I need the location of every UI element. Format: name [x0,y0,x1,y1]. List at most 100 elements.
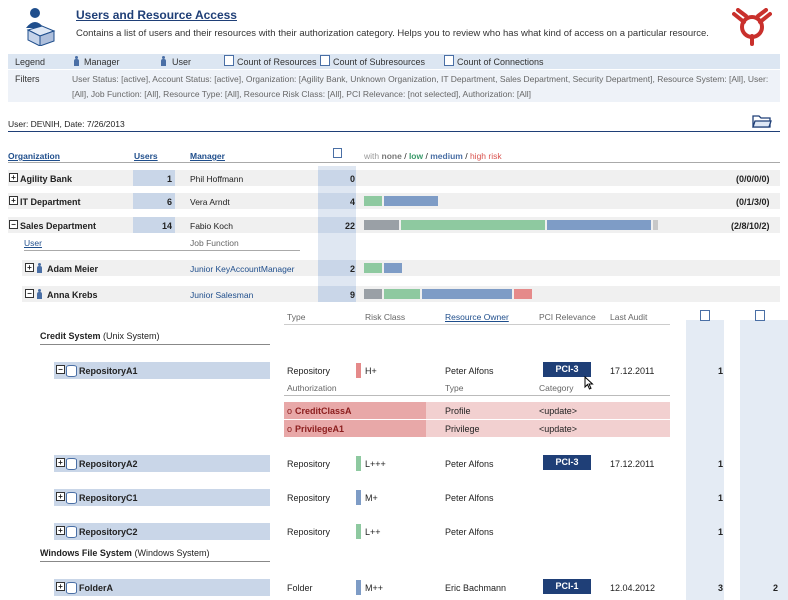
expand-icon[interactable]: + [56,492,65,501]
auth-name-cell [284,420,426,437]
auth-type: Privilege [445,424,480,434]
resource-audit: 17.12.2011 [610,366,655,376]
connection-count-icon [444,55,454,66]
legend-connections: Count of Connections [457,57,544,67]
resource-risk: L++ [365,527,381,537]
brand-logo-icon [732,8,772,46]
mouse-cursor-icon [584,375,594,390]
system-kind: (Windows System) [134,548,210,558]
org-count-cell [318,193,356,209]
resource-risk: H+ [365,366,377,376]
resource-name: RepositoryA1 [79,366,138,376]
manager-icon [74,56,79,66]
resource-row-repositorya1[interactable] [54,362,270,379]
org-risk-summary: (0/0/0/0) [736,174,770,184]
expand-icon[interactable]: + [25,263,34,272]
repository-icon [66,526,77,538]
col-users[interactable]: Users [134,151,158,161]
org-risk-summary: (0/1/3/0) [736,197,770,207]
auth-bullet-icon: o [287,406,293,416]
risk-class-marker [356,524,361,539]
resource-owner: Peter Alfons [445,493,494,503]
org-manager: Fabio Koch [190,221,233,231]
auth-name: PrivilegeA1 [295,424,345,434]
legend-user: User [172,57,192,67]
resource-name: FolderA [79,583,114,593]
resource-type: Repository [287,459,331,469]
resource-type: Folder [287,583,313,593]
user-count-cell [318,286,356,302]
pci-badge: PCI-3 [543,455,591,470]
auth-bullet-icon: o [287,424,293,434]
resource-row-repositoryc2[interactable] [54,523,270,540]
risk-bar-low [401,220,545,230]
org-count-cell [318,170,356,186]
resource-row-repositorya2[interactable] [54,455,270,472]
collapse-icon[interactable]: − [9,220,18,229]
org-count-cell [318,217,356,233]
col-risk-class: Risk Class [365,312,406,322]
collapse-icon[interactable]: − [25,289,34,298]
open-folder-icon[interactable] [752,113,772,129]
col-last-audit: Last Audit [610,312,648,322]
expand-icon[interactable]: + [9,196,18,205]
legend-manager: Manager [84,57,120,67]
resource-count-header-icon [755,310,765,321]
resource-row-repositoryc1[interactable] [54,489,270,506]
org-users-cell [133,217,175,233]
repository-icon [66,458,77,470]
risk-sep-2: / [425,151,428,161]
legend-subresources: Count of Subresources [333,57,426,67]
resource-name: RepositoryC1 [79,493,138,503]
expand-icon[interactable]: + [56,458,65,467]
org-users-cell [133,193,175,209]
count-column-bg [686,320,724,600]
page-title[interactable]: Users and Resource Access [76,8,237,22]
system-name: Credit System [40,331,101,341]
resource-count-icon [224,55,234,66]
org-count: 0 [350,174,356,184]
filters-line-2: [All], Job Function: [All], Resource Typ… [72,89,532,99]
resource-row-foldera[interactable] [54,579,270,596]
resource-count-header-icon [333,148,342,158]
col-resource-owner[interactable]: Resource Owner [445,312,509,322]
user-name: Adam Meier [47,264,99,274]
resource-risk: M+ [365,493,378,503]
col-authorization: Authorization [287,383,337,393]
col-organization[interactable]: Organization [8,151,60,161]
risk-bar-low [364,263,382,273]
system-kind: (Unix System) [103,331,160,341]
resource-type: Repository [287,493,331,503]
resource-count: 1 [718,366,724,376]
repository-icon [66,492,77,504]
col-user[interactable]: User [24,238,42,248]
org-name: IT Department [20,197,81,207]
expand-icon[interactable]: + [56,526,65,535]
system-title: Windows File System (Windows System) [40,548,209,558]
expand-icon[interactable]: + [9,173,18,182]
resource-owner: Peter Alfons [445,459,494,469]
risk-medium: medium [430,151,463,161]
risk-sep-1: / [404,151,407,161]
col-header-line [8,162,780,163]
risk-bar-medium [422,289,512,299]
expand-icon[interactable]: + [56,582,65,591]
org-manager: Phil Hoffmann [190,174,244,184]
collapse-icon[interactable]: − [56,365,65,374]
org-users: 1 [167,174,173,184]
system-line [40,561,270,562]
org-name: Sales Department [20,221,97,231]
auth-category: <update> [539,406,578,416]
resource-name: RepositoryC2 [79,527,138,537]
app-logo-icon [22,6,56,47]
resource-count: 1 [718,459,724,469]
auth-type: Profile [445,406,471,416]
risk-bar-medium [547,220,651,230]
resource-owner: Eric Bachmann [445,583,507,593]
org-row-agility-bank[interactable] [8,170,780,186]
col-manager[interactable]: Manager [190,151,225,161]
risk-bar-high [653,220,658,230]
res-header-line [284,324,670,325]
repository-icon [66,365,77,377]
risk-class-marker [356,363,361,378]
